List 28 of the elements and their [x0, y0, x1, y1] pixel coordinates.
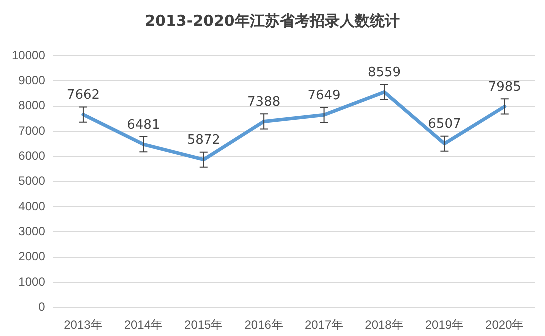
x-tick-label: 2017年 [304, 318, 344, 332]
x-tick-label: 2013年 [64, 318, 103, 332]
y-tick-label: 4000 [18, 199, 46, 214]
y-tick-label: 3000 [18, 224, 46, 238]
data-label: 7649 [308, 88, 341, 104]
x-tick-label: 2015年 [184, 318, 224, 332]
data-label: 5872 [187, 133, 220, 148]
x-tick-label: 2016年 [244, 318, 284, 332]
chart-title: 2013-2020年江苏省考招录人数统计 [144, 12, 401, 31]
data-label: 7985 [488, 80, 522, 96]
x-tick-label: 2014年 [124, 318, 164, 332]
x-tick-label: 2020年 [486, 318, 524, 332]
y-tick-label: 10000 [12, 48, 46, 62]
y-tick-label: 9000 [18, 73, 46, 88]
data-label: 7388 [248, 95, 281, 110]
y-tick-label: 6000 [18, 148, 46, 163]
y-tick-label: 2000 [18, 250, 46, 264]
y-tick-label: 5000 [18, 174, 46, 188]
y-tick-label: 8000 [18, 98, 46, 113]
data-label: 6507 [428, 117, 462, 132]
data-label: 7662 [66, 88, 100, 104]
data-label: 8559 [368, 66, 402, 81]
y-tick-label: 1000 [18, 274, 46, 289]
x-tick-label: 2019年 [425, 318, 464, 332]
x-tick-label: 2018年 [365, 318, 404, 332]
data-label: 6481 [127, 118, 160, 133]
y-tick-label: 0 [38, 300, 46, 314]
y-tick-label: 7000 [18, 124, 46, 138]
